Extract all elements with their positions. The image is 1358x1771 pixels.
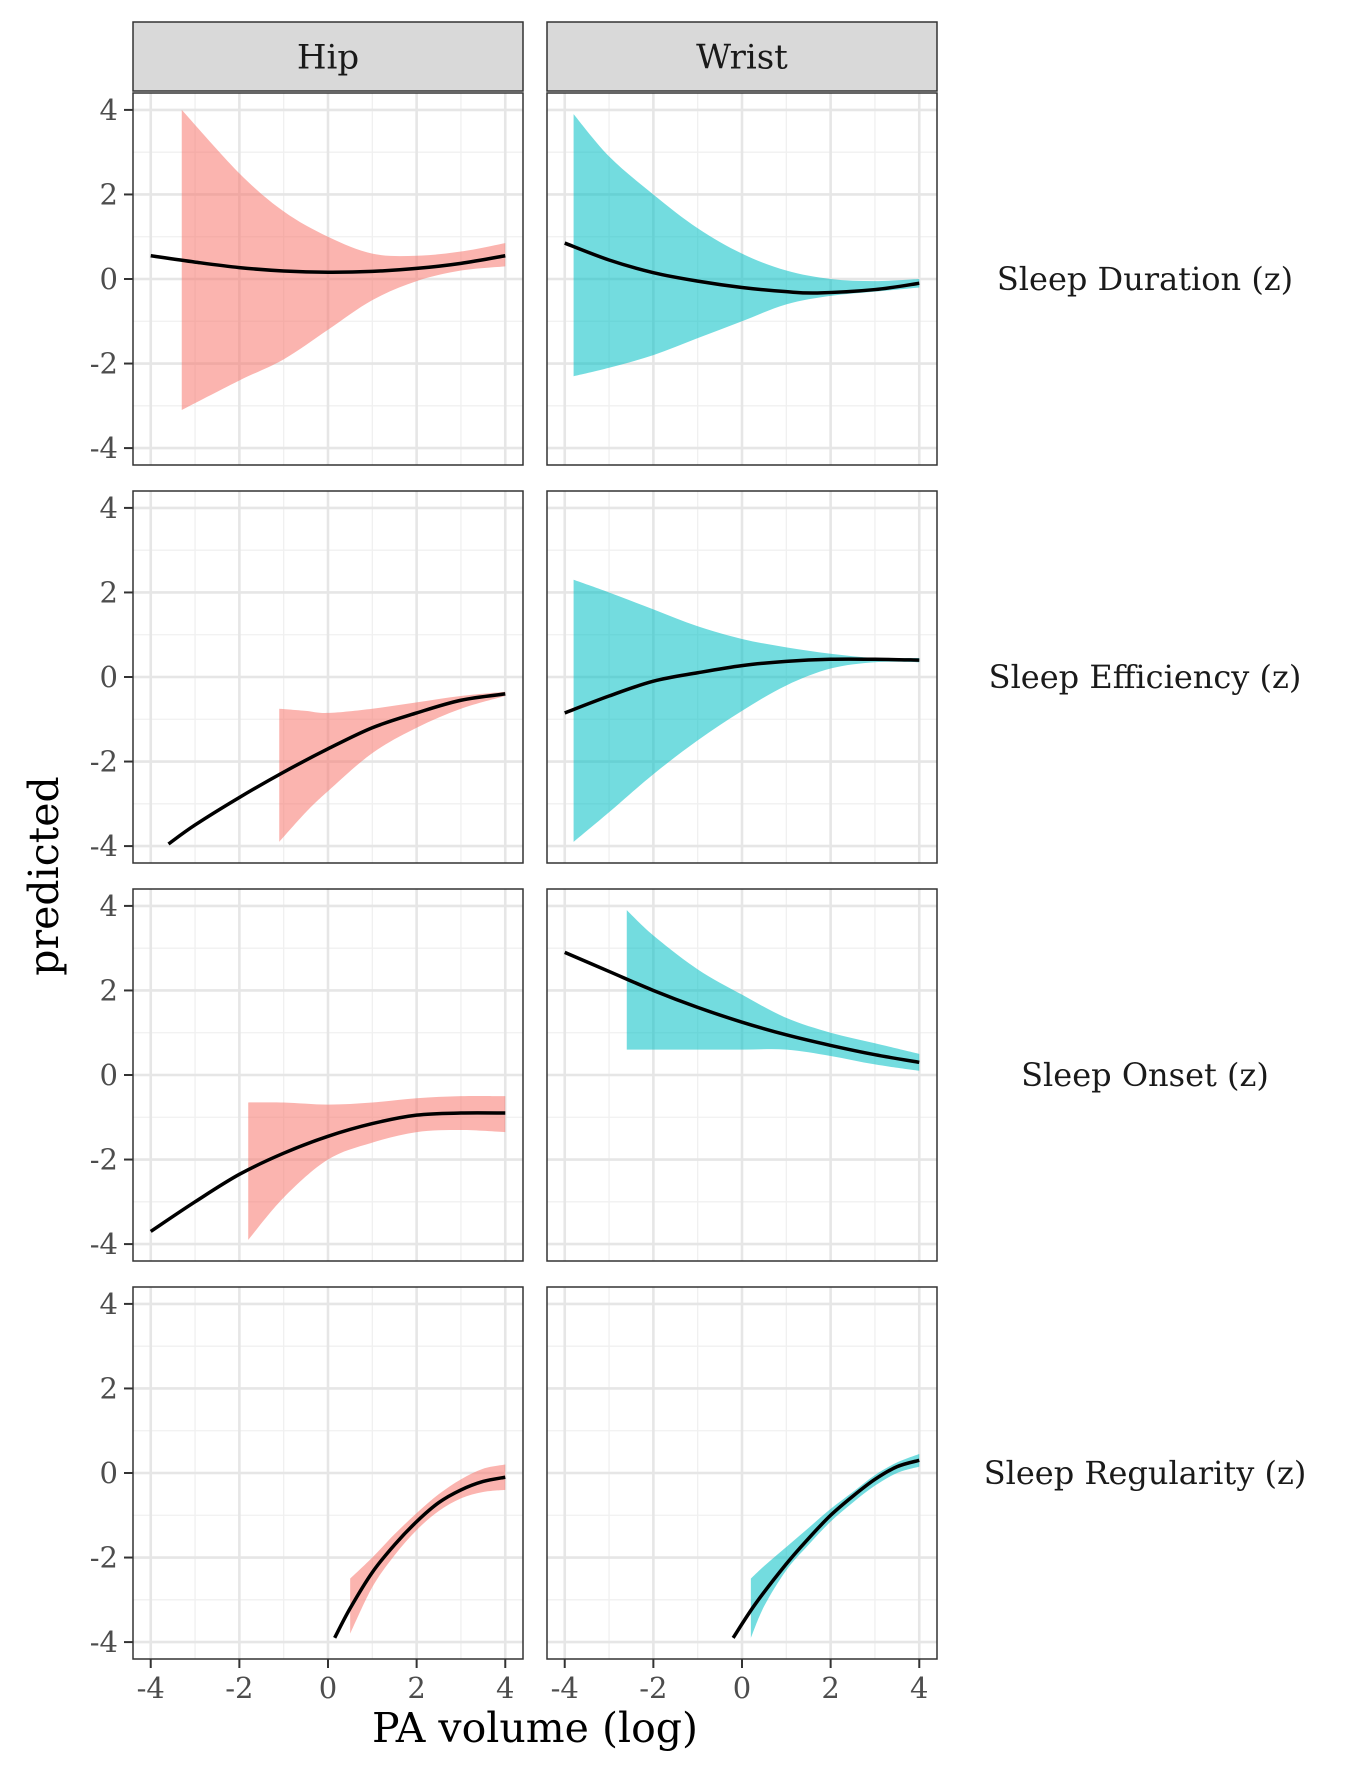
y-tick-label: -2: [90, 347, 118, 381]
panel-wrist-row-2: [546, 490, 938, 864]
y-tick-label: 0: [100, 262, 118, 296]
x-tick-label: 0: [319, 1671, 337, 1705]
y-tick-label: 2: [100, 575, 118, 609]
confidence-band: [573, 579, 920, 842]
y-tick-label: -2: [90, 1143, 118, 1177]
y-tick-label: 4: [100, 889, 118, 923]
row-label: Sleep Efficiency (z): [989, 658, 1302, 696]
x-tick-label: -2: [639, 1671, 667, 1705]
y-tick-label: 4: [100, 93, 118, 127]
panel-wrist-row-1: [546, 92, 938, 466]
y-axis-title: predicted: [20, 776, 68, 975]
y-tick-label: -2: [90, 745, 118, 779]
y-tick-label: -4: [90, 829, 118, 863]
strip-label: Hip: [297, 38, 359, 78]
panel-border: [546, 92, 938, 466]
chart-root: Hip Wrist Sleep Duration (z) Sleep Efficien…: [20, 21, 1307, 1752]
x-tick-label: 2: [407, 1671, 425, 1705]
facet-strip-wrist: Wrist: [546, 21, 938, 92]
fitted-line: [149, 1111, 506, 1233]
panel-border: [546, 888, 938, 1262]
y-tick-label: 4: [100, 1287, 118, 1321]
panel-wrist-row-3: [546, 888, 938, 1262]
panel-hip-row-1: -4 -2 0 2 4: [90, 92, 524, 466]
panel-hip-row-2: -4 -2 0 2 4: [90, 490, 524, 864]
y-tick-label: 0: [100, 1058, 118, 1092]
x-tick-label: -2: [225, 1671, 253, 1705]
confidence-band: [573, 114, 920, 377]
panel-wrist-row-4: -4 -2 0 2 4: [546, 1286, 938, 1705]
y-tick-label: 0: [100, 660, 118, 694]
y-tick-label: 2: [100, 973, 118, 1007]
y-tick-label: 2: [100, 1371, 118, 1405]
confidence-band: [626, 910, 920, 1071]
y-tick-label: 0: [100, 1456, 118, 1490]
strip-background: [132, 21, 524, 92]
row-label: Sleep Onset (z): [1021, 1056, 1269, 1094]
fitted-line: [150, 254, 506, 274]
fitted-line: [564, 241, 920, 295]
y-tick-label: -4: [90, 431, 118, 465]
y-tick-label: 4: [100, 491, 118, 525]
strip-label: Wrist: [696, 38, 788, 78]
y-tick-label: -4: [90, 1625, 118, 1659]
fitted-line: [731, 1458, 920, 1639]
y-tick-label: -2: [90, 1541, 118, 1575]
x-tick-label: 4: [910, 1671, 928, 1705]
x-tick-label: -4: [551, 1671, 579, 1705]
fitted-line: [564, 657, 920, 715]
fitted-line: [167, 692, 506, 846]
panel-hip-row-4: -4 -2 0 2 4 -4 -2 0 2 4: [90, 1286, 524, 1705]
confidence-band: [248, 1095, 506, 1240]
strip-background: [546, 21, 938, 92]
x-tick-label: -4: [137, 1671, 165, 1705]
fitted-line: [333, 1475, 506, 1639]
confidence-band: [181, 109, 506, 411]
x-tick-label: 4: [496, 1671, 514, 1705]
fitted-line: [564, 950, 920, 1065]
facet-strip-hip: Hip: [132, 21, 524, 92]
y-tick-label: -4: [90, 1227, 118, 1261]
row-label: Sleep Regularity (z): [984, 1454, 1307, 1492]
x-axis-title: PA volume (log): [372, 1704, 698, 1752]
x-tick-label: 0: [733, 1671, 751, 1705]
panel-hip-row-3: -4 -2 0 2 4: [90, 888, 524, 1262]
x-tick-label: 2: [821, 1671, 839, 1705]
panel-border: [546, 490, 938, 864]
row-label: Sleep Duration (z): [997, 260, 1293, 298]
confidence-band: [279, 691, 506, 842]
y-tick-label: 2: [100, 177, 118, 211]
